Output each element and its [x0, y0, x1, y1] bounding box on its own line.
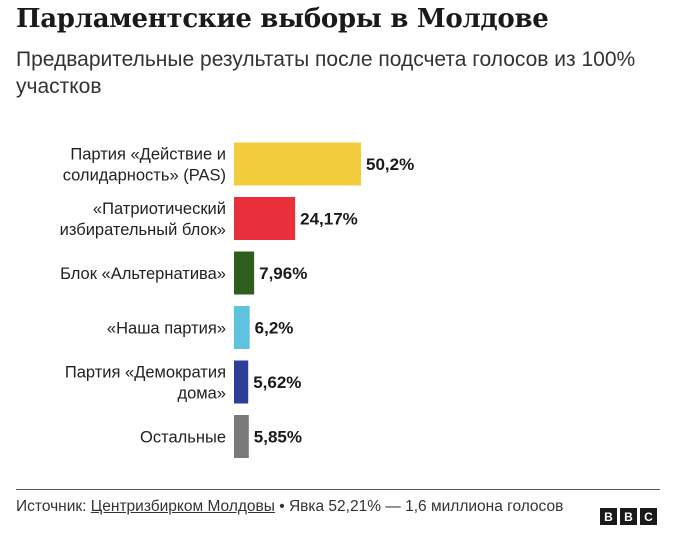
bar: [234, 360, 249, 404]
category-label-line: «Наша партия»: [107, 320, 226, 338]
bbc-logo-c: C: [640, 508, 657, 525]
category-label: «Наша партия»: [107, 320, 226, 338]
data-label: 24,17%: [300, 210, 358, 229]
source-prefix: Источник:: [16, 498, 91, 515]
bbc-logo-b1: B: [600, 508, 617, 525]
chart-subtitle: Предварительные результаты после подсчет…: [16, 48, 636, 98]
data-label: 7,96%: [259, 264, 307, 283]
chart-title: Парламентские выборы в Молдове: [16, 4, 549, 34]
footer-divider: [16, 489, 660, 490]
category-label: «Патриотический избирательный блок»: [60, 200, 226, 239]
category-label: Партия «Действие и солидарность» (PAS): [63, 146, 226, 185]
data-label: 5,85%: [254, 428, 302, 447]
category-label: Остальные: [140, 429, 226, 447]
bar: [234, 415, 249, 458]
category-label-line: Партия «Демократия: [65, 364, 226, 382]
bbc-logo: B B C: [600, 508, 657, 525]
category-label-line: Блок «Альтернатива»: [60, 265, 226, 283]
source-rest: • Явка 52,21% — 1,6 миллиона голосов: [274, 498, 564, 515]
data-label: 50,2%: [366, 155, 414, 174]
category-label-line: солидарность» (PAS): [63, 167, 226, 185]
source-link[interactable]: Центризбирком Молдовы: [90, 498, 275, 515]
bar: [234, 197, 296, 240]
category-label-line: избирательный блок»: [60, 221, 226, 239]
category-label: Партия «Демократия дома»: [65, 364, 226, 403]
bar: [234, 251, 255, 295]
category-label-line: Остальные: [140, 429, 226, 447]
bar: [234, 306, 250, 349]
bar: [234, 142, 361, 186]
bbc-logo-b2: B: [620, 508, 637, 525]
data-label: 5,62%: [253, 373, 301, 392]
footer-source: Источник: Центризбирком Молдовы • Явка 5…: [16, 497, 576, 517]
category-label-line: «Патриотический: [93, 200, 226, 218]
category-label-line: дома»: [177, 385, 226, 403]
category-label: Блок «Альтернатива»: [60, 265, 226, 283]
data-label: 6,2%: [255, 319, 294, 338]
bar-chart: 50,2% Партия «Действие и солидарность» (PA…: [60, 142, 414, 458]
category-label-line: Партия «Действие и: [70, 146, 226, 164]
